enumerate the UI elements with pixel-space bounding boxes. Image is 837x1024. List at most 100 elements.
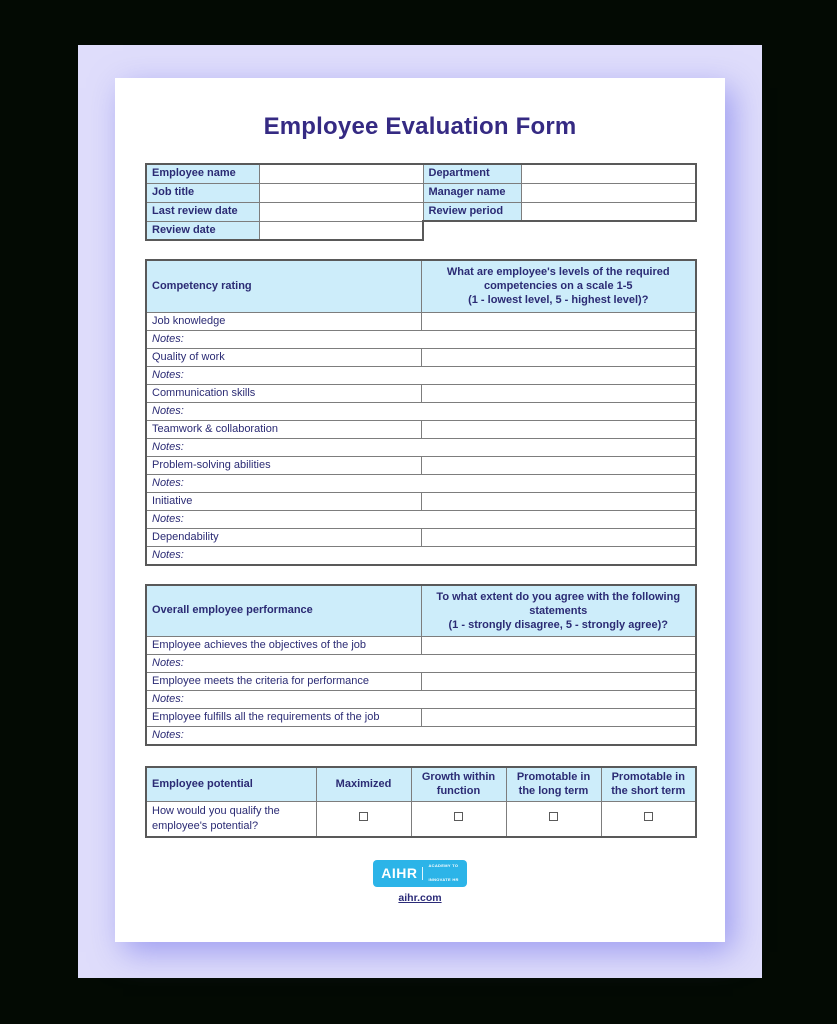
notes-cell[interactable]: Notes: xyxy=(145,401,697,421)
table-row: Notes: xyxy=(145,437,697,457)
review-period-field[interactable] xyxy=(520,201,697,222)
table-row: Review date xyxy=(145,220,696,241)
header-line: competencies on a scale 1-5 xyxy=(483,280,633,293)
page-title: Employee Evaluation Form xyxy=(263,113,577,140)
table-row: Notes: xyxy=(145,690,697,709)
competency-rating-table: Competency rating What are employee's le… xyxy=(145,259,697,566)
rating-input-cell[interactable] xyxy=(420,311,697,331)
last-review-date-field[interactable] xyxy=(258,201,424,222)
performance-item: Employee fulfills all the requirements o… xyxy=(145,708,422,727)
performance-header: Overall employee performance xyxy=(145,584,422,637)
review-period-label: Review period xyxy=(422,201,522,222)
header-line: statements xyxy=(529,604,588,617)
header-line: What are employee's levels of the requir… xyxy=(446,266,670,279)
tagline-line: INNOVATE HR xyxy=(428,877,459,882)
table-row: Employee name Department xyxy=(145,163,697,184)
potential-table: Employee potential Maximized Growth with… xyxy=(145,766,697,838)
table-row: How would you qualify the employee's pot… xyxy=(145,800,697,837)
competency-rating-header: Competency rating xyxy=(145,259,422,313)
checkbox-cell-promotable-short[interactable] xyxy=(600,800,697,837)
notes-cell[interactable]: Notes: xyxy=(145,329,697,349)
aihr-site-link[interactable]: aihr.com xyxy=(398,891,442,904)
checkbox-cell-growth[interactable] xyxy=(410,800,507,837)
department-field[interactable] xyxy=(520,163,697,184)
checkbox-cell-maximized[interactable] xyxy=(315,800,412,837)
option-header-promotable-long: Promotable in the long term xyxy=(505,766,602,802)
competency-item: Job knowledge xyxy=(145,311,422,331)
table-row: Notes: xyxy=(145,365,697,385)
notes-cell[interactable]: Notes: xyxy=(145,509,697,529)
notes-cell[interactable]: Notes: xyxy=(145,473,697,493)
potential-header: Employee potential xyxy=(145,766,317,802)
competency-item: Problem-solving abilities xyxy=(145,455,422,475)
job-title-field[interactable] xyxy=(258,182,424,203)
notes-cell[interactable]: Notes: xyxy=(145,365,697,385)
table-row: Communication skills xyxy=(145,383,697,403)
table-row: Notes: xyxy=(145,726,697,746)
table-row: Quality of work xyxy=(145,347,697,367)
header-line: (1 - strongly disagree, 5 - strongly agr… xyxy=(448,618,668,631)
logo-divider xyxy=(422,866,424,880)
table-row: Notes: xyxy=(145,509,697,529)
rating-input-cell[interactable] xyxy=(420,347,697,367)
employee-info-table: Employee name Department Job title Manag… xyxy=(145,163,697,241)
table-row: Competency rating What are employee's le… xyxy=(145,259,697,313)
tagline-line: ACADEMY TO xyxy=(428,863,459,868)
table-row: Employee achieves the objectives of the … xyxy=(145,636,697,655)
notes-cell[interactable]: Notes: xyxy=(145,437,697,457)
performance-scale-header: To what extent do you agree with the fol… xyxy=(420,584,697,637)
table-row: Notes: xyxy=(145,545,697,565)
rating-input-cell[interactable] xyxy=(420,527,697,547)
last-review-date-label: Last review date xyxy=(145,201,260,222)
department-label: Department xyxy=(422,163,522,184)
footer: AIHR ACADEMY TO INNOVATE HR aihr.com xyxy=(145,859,695,906)
table-row: Employee fulfills all the requirements o… xyxy=(145,708,697,727)
aihr-logo-text: AIHR xyxy=(381,865,418,881)
manager-name-label: Manager name xyxy=(422,182,522,203)
table-row: Job knowledge xyxy=(145,311,697,331)
rating-input-cell[interactable] xyxy=(420,708,697,727)
table-row: Employee potential Maximized Growth with… xyxy=(145,766,697,802)
notes-cell[interactable]: Notes: xyxy=(145,654,697,673)
table-row: Job title Manager name xyxy=(145,182,697,203)
job-title-label: Job title xyxy=(145,182,260,203)
checkbox-promotable-short-term[interactable] xyxy=(643,812,653,821)
competency-item: Teamwork & collaboration xyxy=(145,419,422,439)
employee-name-field[interactable] xyxy=(258,163,424,184)
rating-input-cell[interactable] xyxy=(420,491,697,511)
table-row: Notes: xyxy=(145,654,697,673)
aihr-logo-tagline: ACADEMY TO INNOVATE HR xyxy=(428,859,458,887)
performance-item: Employee achieves the objectives of the … xyxy=(145,636,422,655)
checkbox-maximized[interactable] xyxy=(359,812,368,821)
notes-cell[interactable]: Notes: xyxy=(145,726,697,746)
table-row: Overall employee performance To what ext… xyxy=(145,584,697,637)
option-header-growth: Growth within function xyxy=(410,766,507,802)
table-row: Employee meets the criteria for performa… xyxy=(145,672,697,691)
competency-item: Communication skills xyxy=(145,383,422,403)
rating-input-cell[interactable] xyxy=(420,383,697,403)
review-date-field[interactable] xyxy=(258,220,424,241)
checkbox-promotable-long-term[interactable] xyxy=(549,812,558,821)
option-header-maximized: Maximized xyxy=(315,766,412,802)
review-date-label: Review date xyxy=(145,220,260,241)
document-page: Employee Evaluation Form Employee name D… xyxy=(115,78,725,942)
performance-table: Overall employee performance To what ext… xyxy=(145,583,697,746)
employee-name-label: Employee name xyxy=(145,163,260,184)
manager-name-field[interactable] xyxy=(520,182,697,203)
rating-input-cell[interactable] xyxy=(420,636,697,655)
notes-cell[interactable]: Notes: xyxy=(145,545,697,565)
lavender-frame: Employee Evaluation Form Employee name D… xyxy=(78,45,762,978)
checkbox-cell-promotable-long[interactable] xyxy=(505,800,602,837)
checkbox-growth-within-function[interactable] xyxy=(454,812,463,821)
competency-item: Dependability xyxy=(145,527,422,547)
rating-input-cell[interactable] xyxy=(420,455,697,475)
rating-input-cell[interactable] xyxy=(420,672,697,691)
table-row: Last review date Review period xyxy=(145,201,697,222)
notes-cell[interactable]: Notes: xyxy=(145,690,697,709)
table-row: Teamwork & collaboration xyxy=(145,419,697,439)
option-header-promotable-short: Promotable in the short term xyxy=(600,766,697,802)
aihr-logo: AIHR ACADEMY TO INNOVATE HR xyxy=(373,859,467,887)
competency-item: Quality of work xyxy=(145,347,422,367)
rating-input-cell[interactable] xyxy=(420,419,697,439)
potential-question: How would you qualify the employee's pot… xyxy=(145,800,317,837)
